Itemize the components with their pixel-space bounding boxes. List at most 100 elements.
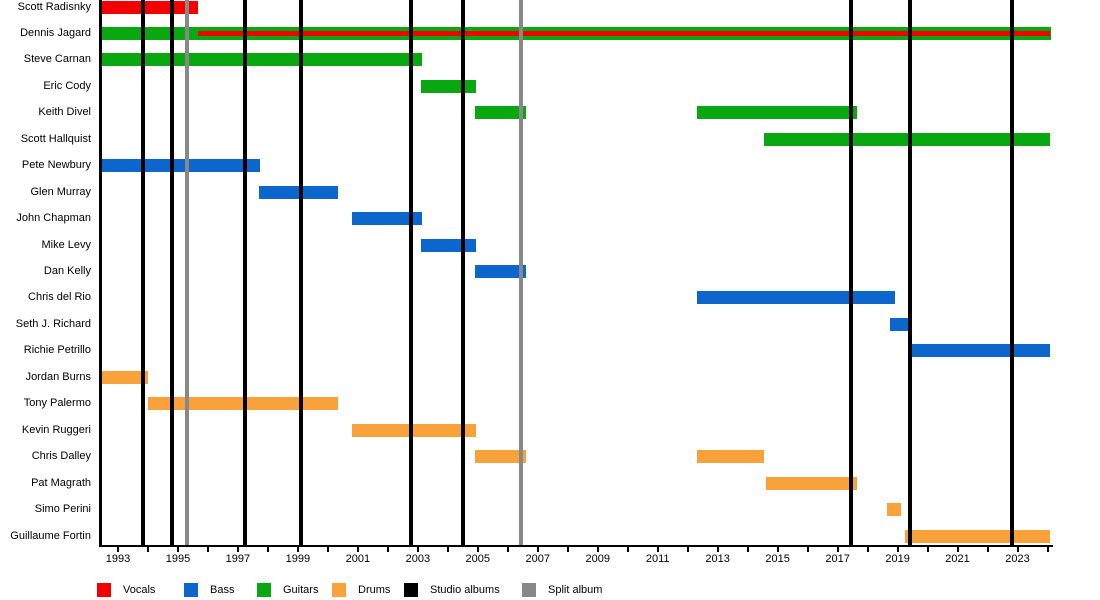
studio-album-line (460, 0, 465, 545)
tenure-bar-guitars-eric-cody (420, 79, 477, 93)
x-axis-tick (806, 547, 809, 552)
legend-swatch-drums (332, 583, 346, 597)
legend-label-drums: Drums (358, 584, 391, 596)
x-axis-tick (566, 547, 569, 552)
x-axis-tick (716, 547, 719, 552)
studio-album-line (169, 0, 174, 545)
x-axis-year-label: 2017 (825, 553, 850, 565)
x-axis-year-label: 1993 (105, 553, 131, 565)
tenure-bar-drums-chris-dalley (696, 450, 765, 464)
x-axis-tick (446, 547, 449, 552)
tenure-bar-vocals-dennis-jagard (197, 30, 1051, 36)
x-axis-tick (836, 547, 839, 552)
member-label-scott-radisnky: Scott Radisnky (17, 0, 91, 13)
tenure-bar-guitars-steve-carnan (100, 53, 423, 67)
legend-swatch-studio-albums (404, 583, 418, 597)
studio-album-line (908, 0, 913, 545)
x-axis-year-label: 2003 (405, 553, 431, 565)
member-label-richie-petrillo: Richie Petrillo (23, 344, 91, 357)
x-axis-tick (386, 547, 389, 552)
x-axis-tick (956, 547, 959, 552)
x-axis-tick (116, 547, 119, 552)
member-label-mike-levy: Mike Levy (41, 238, 91, 251)
tenure-bar-drums-simo-perini (887, 503, 901, 517)
legend-label-bass: Bass (210, 584, 235, 596)
x-axis-line (99, 545, 1053, 547)
x-axis-tick (596, 547, 599, 552)
x-axis-tick (536, 547, 539, 552)
tenure-bar-guitars-keith-divel (474, 106, 526, 120)
tenure-bar-bass-john-chapman (351, 212, 423, 226)
x-axis-year-label: 2023 (1005, 553, 1030, 565)
x-axis-tick (476, 547, 479, 552)
x-axis-tick (506, 547, 509, 552)
x-axis-tick (686, 547, 689, 552)
member-label-scott-hallquist: Scott Hallquist (20, 132, 91, 145)
x-axis-tick (176, 547, 179, 552)
x-axis-year-label: 2019 (885, 553, 910, 565)
member-label-glen-murray: Glen Murray (30, 185, 91, 198)
x-axis-tick (206, 547, 209, 552)
x-axis-year-label: 2007 (525, 553, 551, 565)
member-label-seth-j-richard: Seth J. Richard (15, 317, 91, 330)
member-label-guillaume-fortin: Guillaume Fortin (10, 529, 91, 542)
legend-label-guitars: Guitars (283, 584, 319, 596)
x-axis-year-label: 2011 (645, 553, 670, 565)
member-label-keith-divel: Keith Divel (38, 106, 91, 119)
x-axis-year-label: 2005 (465, 553, 491, 565)
member-label-chris-del-rio: Chris del Rio (28, 291, 91, 304)
split-album-line (184, 0, 189, 545)
tenure-bar-guitars-scott-hallquist (764, 132, 1051, 146)
x-axis-year-label: 2013 (705, 553, 730, 565)
x-axis-tick (296, 547, 299, 552)
legend-label-vocals: Vocals (123, 584, 156, 596)
y-axis-line (99, 0, 102, 545)
studio-album-line (408, 0, 413, 545)
member-label-pete-newbury: Pete Newbury (21, 159, 91, 172)
tenure-bar-bass-richie-petrillo (909, 344, 1051, 358)
member-label-dennis-jagard: Dennis Jagard (20, 26, 91, 39)
member-label-simo-perini: Simo Perini (34, 503, 91, 516)
x-axis-tick (626, 547, 629, 552)
tenure-bar-bass-seth-j-richard (890, 317, 910, 331)
legend-swatch-vocals (97, 583, 111, 597)
tenure-bar-drums-chris-dalley (474, 450, 526, 464)
x-axis-year-label: 1997 (225, 553, 251, 565)
x-axis-tick (356, 547, 359, 552)
x-axis-year-label: 1995 (165, 553, 191, 565)
x-axis-year-label: 2009 (585, 553, 610, 565)
x-axis-year-label: 2001 (345, 553, 371, 565)
x-axis-year-label: 1999 (285, 553, 311, 565)
member-label-jordan-burns: Jordan Burns (25, 370, 91, 383)
legend-label-split-album: Split album (548, 584, 603, 596)
tenure-bar-drums-jordan-burns (100, 370, 148, 384)
studio-album-line (849, 0, 854, 545)
x-axis-tick (266, 547, 269, 552)
studio-album-line (298, 0, 303, 545)
tenure-bar-guitars-keith-divel (696, 106, 858, 120)
tenure-bar-drums-guillaume-fortin (905, 529, 1051, 543)
x-axis-year-label: 2015 (765, 553, 790, 565)
x-axis-tick (416, 547, 419, 552)
member-label-eric-cody: Eric Cody (43, 79, 91, 92)
x-axis-tick (1046, 547, 1049, 552)
member-label-kevin-ruggeri: Kevin Ruggeri (21, 423, 91, 436)
member-label-pat-magrath: Pat Magrath (31, 476, 91, 489)
tenure-bar-bass-pete-newbury (100, 159, 261, 173)
legend-swatch-guitars (257, 583, 271, 597)
x-axis-tick (326, 547, 329, 552)
tenure-bar-bass-chris-del-rio (696, 291, 895, 305)
member-label-tony-palermo: Tony Palermo (23, 397, 91, 410)
x-axis-tick (236, 547, 239, 552)
legend-label-studio-albums: Studio albums (430, 584, 500, 596)
split-album-line (519, 0, 524, 545)
member-label-chris-dalley: Chris Dalley (31, 450, 91, 463)
tenure-bar-drums-pat-magrath (765, 476, 858, 490)
studio-album-line (242, 0, 247, 545)
x-axis-tick (776, 547, 779, 552)
member-label-john-chapman: John Chapman (16, 212, 91, 225)
legend-swatch-bass (184, 583, 198, 597)
x-axis-tick (896, 547, 899, 552)
x-axis-tick (656, 547, 659, 552)
tenure-bar-bass-glen-murray (258, 185, 339, 199)
